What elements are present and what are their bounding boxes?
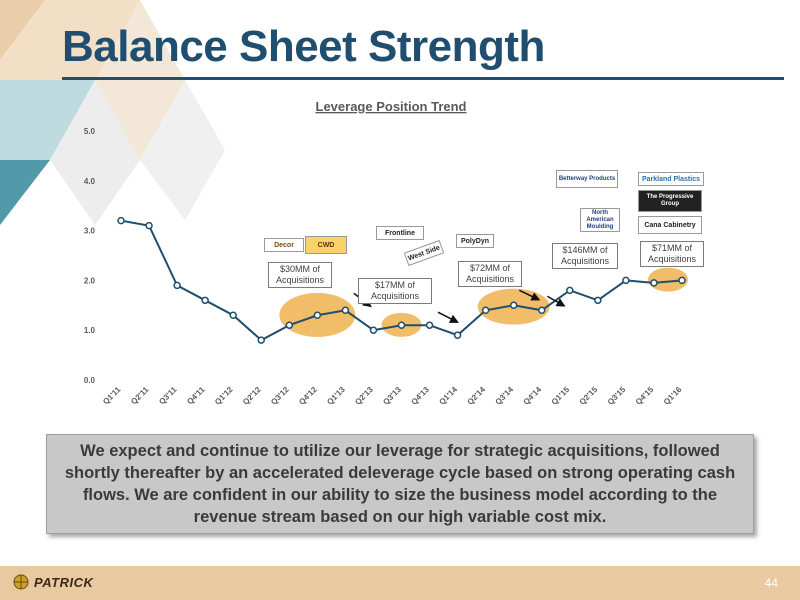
company-logo-text: PATRICK xyxy=(34,574,94,590)
data-point-2 xyxy=(173,281,181,290)
acquisition-callout-5: $71MM of Acquisitions xyxy=(640,241,704,267)
x-tick-label-14: Q3'14 xyxy=(494,385,516,407)
x-tick-label-9: Q2'13 xyxy=(353,385,375,407)
data-point-16 xyxy=(566,286,574,295)
x-tick-label-18: Q3'15 xyxy=(606,385,628,407)
x-tick-label-16: Q1'15 xyxy=(550,385,572,407)
x-tick-label-6: Q3'12 xyxy=(269,385,291,407)
y-axis: 0.0 1.0 2.0 3.0 4.0 5.0 xyxy=(84,127,96,385)
data-point-9 xyxy=(369,326,378,334)
y-tick-label-2: 2.0 xyxy=(84,276,96,285)
x-tick-label-19: Q4'15 xyxy=(634,385,656,407)
acquisition-callout-4: $146MM of Acquisitions xyxy=(552,243,618,269)
company-logo: PATRICK xyxy=(10,574,93,590)
acquired-logo-cana: Cana Cabinetry xyxy=(638,216,702,234)
footer-bar: PATRICK 44 xyxy=(0,566,800,600)
data-point-3 xyxy=(201,296,209,305)
decorative-background-shapes xyxy=(0,0,225,225)
x-tick-label-1: Q2'11 xyxy=(129,385,151,407)
x-tick-label-17: Q2'15 xyxy=(578,385,600,407)
strategy-callout: We expect and continue to utilize our le… xyxy=(46,434,754,534)
data-point-19 xyxy=(650,279,658,287)
y-tick-label-5: 5.0 xyxy=(84,127,96,136)
acquired-logo-na-moulding: North American Moulding xyxy=(580,208,620,232)
data-point-6 xyxy=(285,321,294,329)
y-tick-label-0: 0.0 xyxy=(84,376,96,385)
x-tick-label-20: Q1'16 xyxy=(662,385,684,407)
data-point-5 xyxy=(257,336,265,344)
x-tick-label-8: Q1'13 xyxy=(325,385,347,407)
x-tick-label-13: Q2'14 xyxy=(466,385,488,407)
x-tick-label-15: Q4'14 xyxy=(522,385,544,407)
x-tick-label-2: Q3'11 xyxy=(157,385,179,407)
data-point-4 xyxy=(229,311,237,320)
x-tick-label-7: Q4'12 xyxy=(297,385,319,407)
acquired-logo-decor: Decor xyxy=(264,238,304,252)
y-tick-label-1: 1.0 xyxy=(84,326,96,335)
data-point-18 xyxy=(622,276,630,285)
trend-arrow-4 xyxy=(546,295,566,307)
acquired-logo-progressive: The Progressive Group xyxy=(638,190,702,212)
acquisition-callout-3: $72MM of Acquisitions xyxy=(458,261,522,287)
x-tick-label-10: Q3'13 xyxy=(381,385,403,407)
data-point-14 xyxy=(509,301,518,310)
leverage-chart: Leverage Position Trend 0.0 1.0 2.0 3.0 4.0 5… xyxy=(84,99,688,407)
x-tick-label-3: Q4'11 xyxy=(185,385,207,407)
chart-title: Leverage Position Trend xyxy=(316,99,467,114)
x-tick-label-12: Q1'14 xyxy=(437,385,459,407)
data-point-13 xyxy=(481,306,490,315)
acquired-logo-cwd: CWD xyxy=(305,236,347,254)
leverage-series xyxy=(117,216,686,344)
x-tick-label-4: Q1'12 xyxy=(213,385,235,407)
trend-arrow-3 xyxy=(518,289,541,301)
acquired-logo-betterway: Betterway Products xyxy=(556,170,618,188)
data-point-15 xyxy=(538,306,546,315)
data-point-20 xyxy=(678,276,686,285)
data-point-12 xyxy=(453,331,462,339)
x-tick-label-11: Q4'13 xyxy=(409,385,431,407)
trend-arrow-2 xyxy=(437,311,459,323)
data-point-8 xyxy=(341,306,350,315)
x-tick-label-0: Q1'11 xyxy=(101,385,123,407)
y-tick-label-3: 3.0 xyxy=(84,227,96,236)
acquisition-callout-1: $30MM of Acquisitions xyxy=(268,262,332,288)
acquired-logo-frontline: Frontline xyxy=(376,226,424,240)
title-divider xyxy=(62,77,784,80)
data-point-17 xyxy=(594,296,602,305)
patrick-logo-icon xyxy=(13,574,29,590)
data-point-11 xyxy=(425,321,434,329)
data-point-7 xyxy=(313,311,322,320)
page-number: 44 xyxy=(764,576,778,590)
data-point-1 xyxy=(145,221,153,230)
acquired-logo-polydyn: PolyDyn xyxy=(456,234,494,248)
x-tick-label-5: Q2'12 xyxy=(241,385,263,407)
y-tick-label-4: 4.0 xyxy=(84,177,96,186)
acquired-logo-parkland: Parkland Plastics xyxy=(638,172,704,186)
x-axis: Q1'11 Q2'11 Q3'11 Q4'11 Q1'12 Q2'12 Q3'12 Q4'12… xyxy=(101,385,684,407)
acquisition-highlight-5 xyxy=(647,267,688,292)
data-point-10 xyxy=(397,321,406,329)
page-title: Balance Sheet Strength xyxy=(62,22,545,71)
acquisition-callout-2: $17MM of Acquisitions xyxy=(358,278,432,304)
data-point-0 xyxy=(117,216,125,225)
